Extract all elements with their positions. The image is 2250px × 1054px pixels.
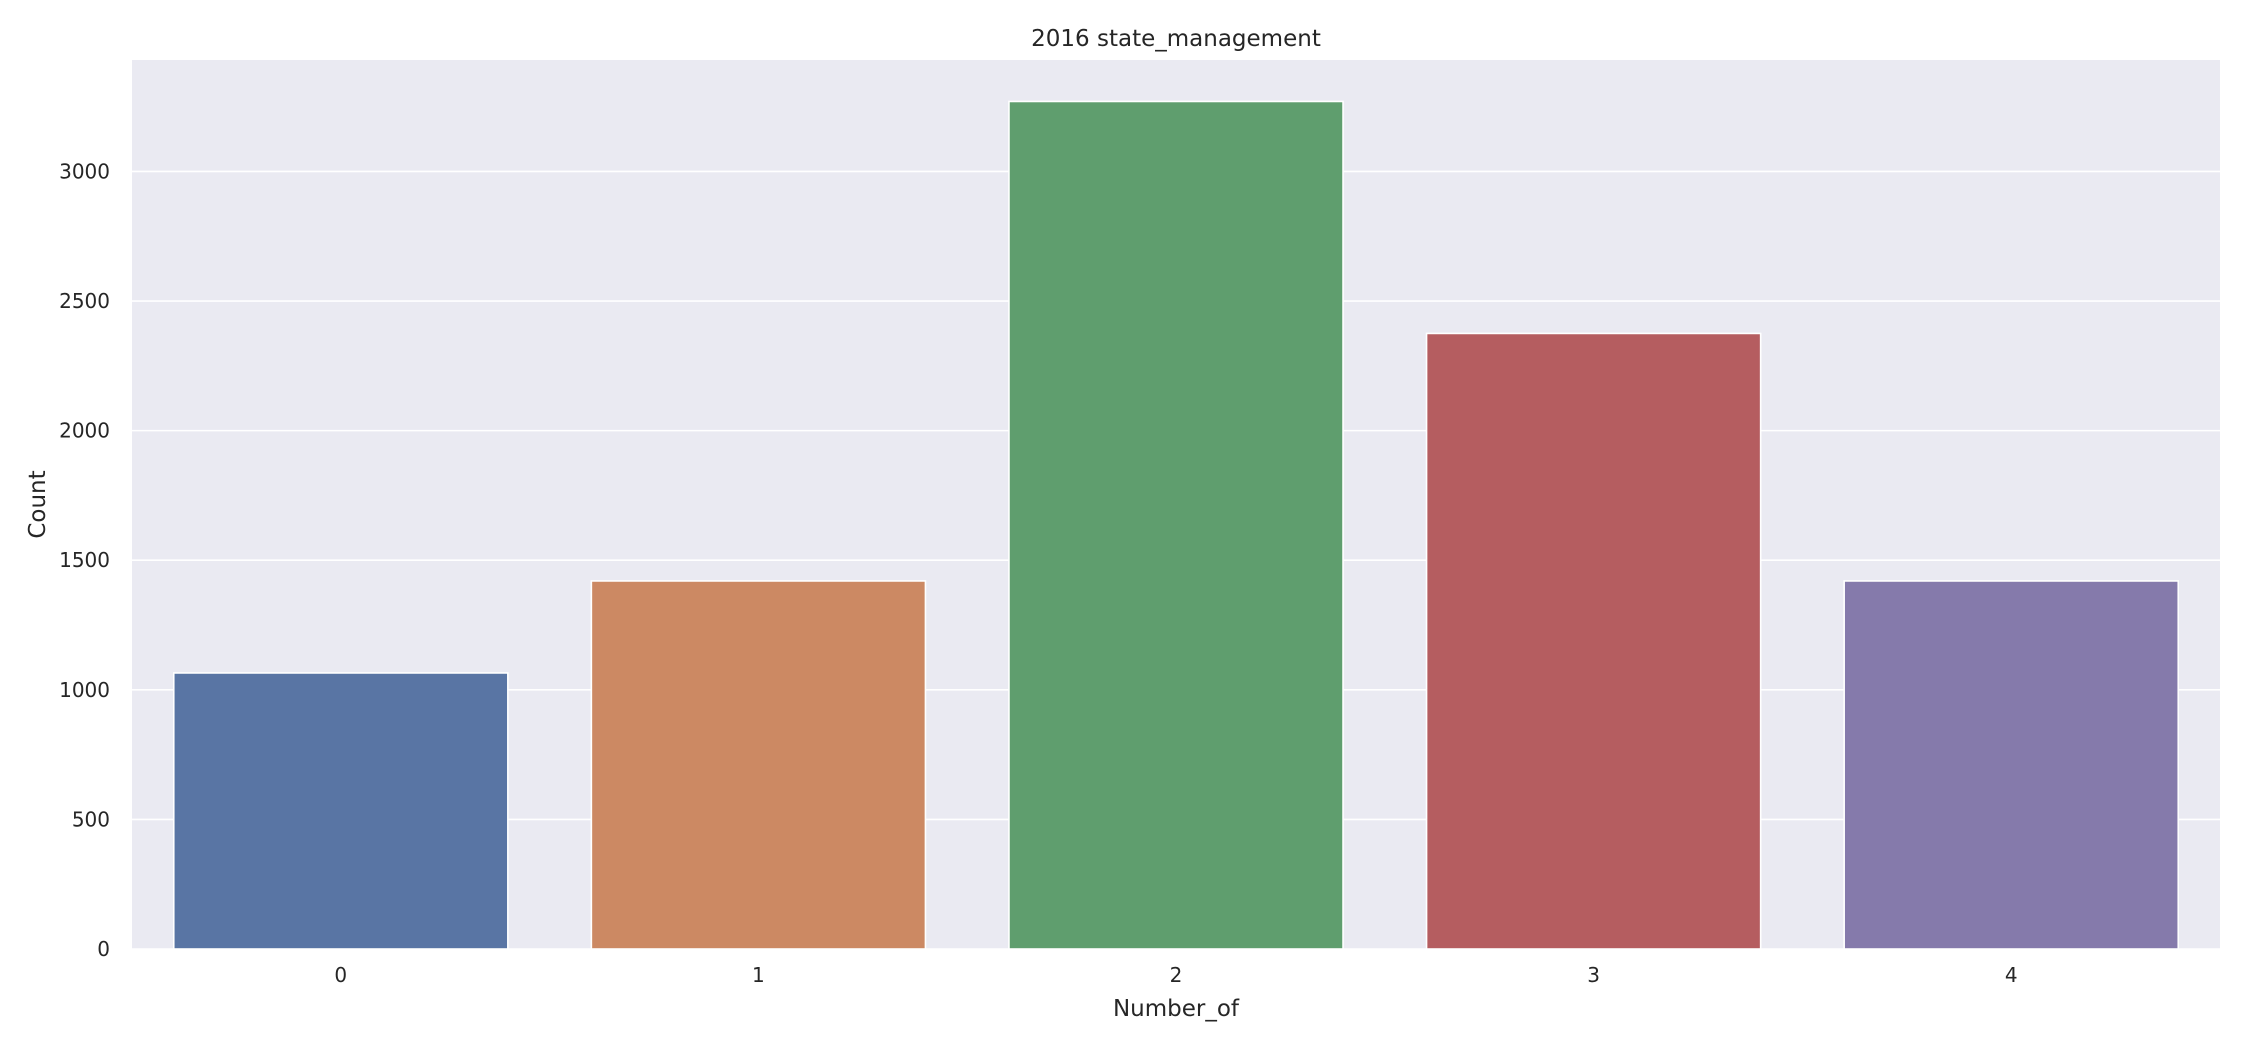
x-tick-label: 4 [2005, 963, 2018, 987]
x-tick-label: 0 [334, 963, 347, 987]
chart-title: 2016 state_management [1031, 26, 1321, 52]
y-tick-label: 0 [97, 937, 110, 961]
y-tick-label: 1000 [59, 678, 110, 702]
y-tick-label: 2000 [59, 419, 110, 443]
y-axis-label: Count [25, 470, 51, 538]
x-axis-label: Number_of [1113, 996, 1240, 1022]
bar-3 [1425, 332, 1762, 950]
bar-2 [1008, 100, 1344, 950]
x-tick-label: 3 [1587, 963, 1600, 987]
x-tick-label: 1 [752, 963, 765, 987]
y-tick-label: 1500 [59, 548, 110, 572]
y-tick-label: 2500 [59, 289, 110, 313]
y-axis-ticks: 0 500 1000 1500 2000 2500 3000 [59, 159, 110, 961]
x-axis-ticks: 0 1 2 3 4 [334, 963, 2017, 987]
bar-1 [590, 580, 927, 950]
x-tick-label: 2 [1170, 963, 1183, 987]
y-tick-label: 3000 [59, 159, 110, 183]
bar-4 [1843, 580, 2180, 950]
bar-0 [172, 672, 509, 950]
y-tick-label: 500 [72, 807, 110, 831]
bars [172, 100, 2180, 950]
